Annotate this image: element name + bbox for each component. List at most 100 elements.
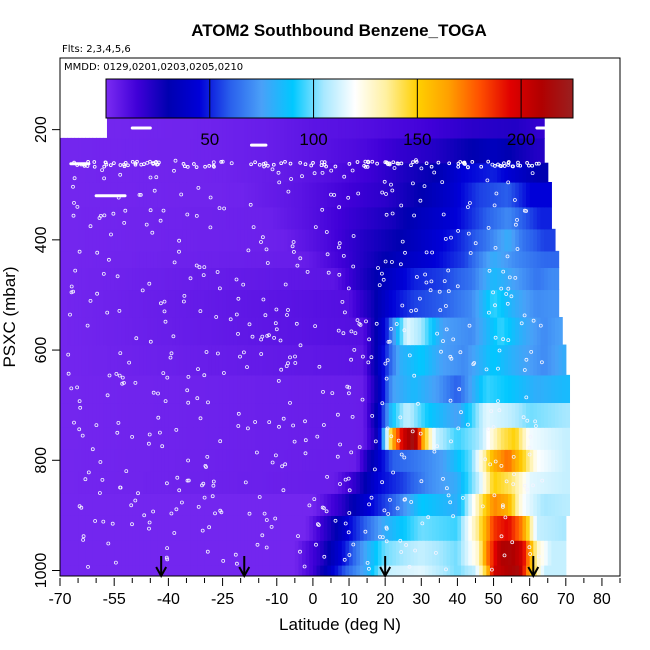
heat-cell: [435, 374, 440, 404]
heat-cell: [287, 228, 292, 252]
heat-cell: [265, 515, 271, 541]
heat-cell: [251, 427, 256, 450]
heat-cell: [139, 289, 144, 318]
heat-cell: [60, 267, 65, 291]
heat-cell: [125, 162, 130, 183]
heat-cell: [237, 344, 242, 376]
heat-cell: [247, 206, 253, 230]
heat-cell: [396, 493, 401, 516]
heat-cell: [121, 137, 126, 164]
heat-cell: [146, 493, 151, 516]
heat-cell: [352, 162, 357, 183]
y-tick-label: 800: [33, 447, 50, 474]
heat-cell: [388, 540, 393, 566]
sample-point: [386, 512, 391, 516]
heat-cell: [240, 471, 245, 494]
heat-cell: [468, 564, 473, 576]
heat-cell: [146, 267, 151, 291]
heat-cell: [359, 564, 365, 576]
heat-cell: [70, 402, 76, 428]
sample-point: [115, 430, 120, 435]
heat-cell: [117, 515, 123, 541]
heat-cell: [233, 206, 238, 230]
heat-cell: [67, 427, 72, 450]
heat-cell: [450, 228, 455, 252]
heat-cell: [99, 493, 104, 516]
heat-cell: [392, 110, 397, 139]
heat-cell: [312, 493, 318, 516]
heat-cell: [392, 137, 397, 164]
heat-cell: [164, 250, 169, 268]
heat-cell: [186, 181, 191, 208]
heat-cell: [284, 317, 289, 346]
heat-cell: [88, 564, 94, 576]
heat-cell: [439, 449, 444, 472]
heat-cell: [421, 540, 426, 566]
heat-cell: [475, 493, 480, 516]
heat-cell: [497, 449, 502, 472]
heat-cell: [150, 471, 155, 494]
heat-cell: [247, 162, 253, 183]
heat-cell: [237, 564, 242, 576]
heat-cell: [175, 250, 180, 268]
heat-cell: [464, 267, 469, 291]
heat-cell: [81, 402, 86, 428]
heat-cell: [291, 137, 296, 164]
heat-cell: [533, 250, 538, 268]
heat-cell: [370, 344, 375, 376]
heat-cell: [244, 402, 249, 428]
heat-cell: [262, 515, 267, 541]
sample-point: [493, 164, 497, 168]
heat-cell: [392, 162, 397, 183]
sample-point: [400, 239, 405, 244]
heat-cell: [60, 540, 65, 566]
heat-cell: [63, 250, 68, 268]
heat-cell: [265, 181, 271, 208]
sample-point: [430, 250, 435, 255]
heat-cell: [291, 206, 296, 230]
heat-cell: [128, 564, 133, 576]
heat-cell: [150, 317, 155, 346]
heat-cell: [363, 162, 368, 183]
heat-cell: [403, 137, 408, 164]
heat-cell: [446, 374, 451, 404]
heat-cell: [482, 267, 487, 291]
heat-cell: [320, 564, 325, 576]
heat-cell: [489, 515, 495, 541]
heat-cell: [547, 515, 552, 541]
heat-cell: [117, 267, 123, 291]
sample-point: [248, 202, 253, 207]
heat-cell: [276, 206, 281, 230]
heat-cell: [60, 162, 65, 183]
heat-cell: [497, 289, 502, 318]
heat-cell: [96, 250, 101, 268]
heat-cell: [291, 493, 296, 516]
heat-cell: [215, 374, 220, 404]
heat-cell: [377, 427, 383, 450]
sample-point: [349, 357, 354, 362]
sample-point: [501, 337, 506, 342]
sample-point: [375, 161, 379, 166]
heat-cell: [457, 471, 462, 494]
heat-cell: [244, 493, 249, 516]
sample-point: [219, 160, 224, 164]
heat-cell: [544, 344, 549, 376]
heat-cell: [486, 449, 491, 472]
heat-cell: [417, 162, 422, 183]
heat-cell: [377, 228, 383, 252]
heat-cell: [356, 374, 361, 404]
heat-cell: [193, 267, 198, 291]
heat-cell: [388, 162, 393, 183]
heat-cell: [143, 137, 148, 164]
heat-cell: [526, 471, 531, 494]
heat-cell: [92, 317, 97, 346]
sample-point: [292, 439, 297, 444]
heat-cell: [186, 228, 191, 252]
heat-cell: [269, 267, 274, 291]
heat-cell: [305, 515, 310, 541]
heat-cell: [117, 374, 123, 404]
heat-cell: [363, 374, 368, 404]
sample-point: [281, 416, 286, 421]
sample-point: [372, 467, 377, 472]
heat-cell: [446, 137, 451, 164]
